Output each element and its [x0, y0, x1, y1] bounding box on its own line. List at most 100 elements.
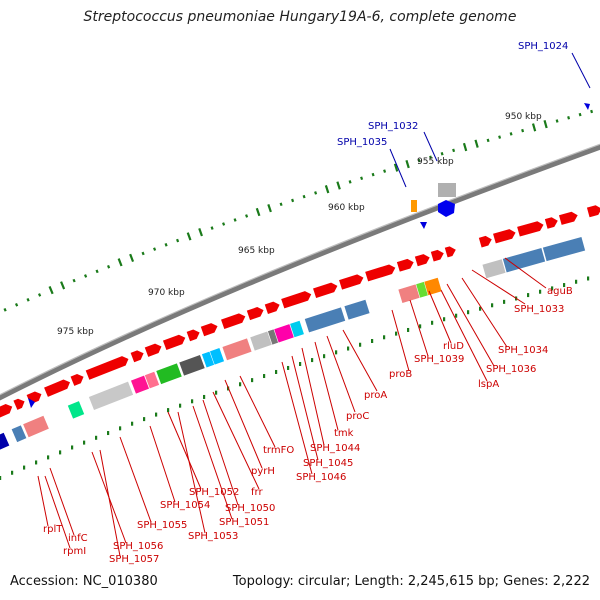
scale-tick	[578, 112, 582, 117]
topology-text: Topology: circular; Length: 2,245,615 bp…	[232, 574, 590, 589]
reverse-strand-features	[0, 183, 586, 451]
gene-label-SPH_1056: SPH_1056	[113, 541, 163, 552]
scale-tick	[336, 181, 341, 190]
gene-arrow-forward	[264, 301, 280, 314]
label-leader-lines	[37, 52, 591, 557]
gene-label-SPH_1032: SPH_1032	[368, 121, 418, 132]
inner-tick	[479, 306, 482, 311]
scale-tick	[279, 202, 283, 207]
scale-tick	[440, 152, 444, 156]
gene-label-proC: proC	[346, 411, 369, 422]
leader-line	[409, 299, 429, 357]
gene-label-aguB: aguB	[547, 286, 573, 297]
gene-box-reverse	[156, 363, 182, 385]
gene-box-reverse	[209, 348, 225, 365]
inner-tick	[263, 374, 266, 379]
feature-hexagon	[438, 200, 455, 217]
inner-tick	[395, 331, 398, 336]
gene-arrow-forward	[70, 374, 84, 386]
inner-tick	[335, 350, 338, 355]
inner-tick	[323, 354, 326, 359]
gene-box-reverse	[130, 375, 150, 394]
gene-label-SPH_1039: SPH_1039	[414, 354, 464, 365]
inner-tick	[143, 417, 146, 422]
scale-tick	[452, 148, 456, 153]
scale-tick	[543, 120, 548, 129]
gene-label-lspA: lspA	[478, 379, 499, 390]
inner-tick	[383, 335, 386, 340]
gene-arrow-forward	[339, 274, 364, 290]
inner-tick	[107, 431, 110, 436]
gene-arrow-forward	[414, 254, 430, 267]
inner-tick	[527, 293, 530, 298]
inner-tick	[539, 289, 542, 294]
scale-tick	[141, 251, 145, 256]
gene-box-reverse	[179, 354, 205, 376]
leader-line	[212, 391, 260, 490]
inner-tick	[551, 286, 554, 291]
scale-tick	[521, 128, 525, 133]
gene-label-SPH_1057: SPH_1057	[109, 554, 159, 565]
gene-label-SPH_1051: SPH_1051	[219, 517, 269, 528]
gene-arrow-forward	[85, 356, 129, 380]
gene-arrow-forward	[246, 307, 264, 321]
leader-line	[440, 289, 488, 382]
gene-arrow-forward	[544, 217, 558, 229]
gene-label-pyrH: pyrH	[251, 466, 275, 477]
scale-label-955: 955 kbp	[417, 157, 454, 167]
leader-line	[446, 283, 495, 367]
gene-arrow-forward	[44, 379, 71, 397]
inner-tick	[431, 320, 434, 325]
leader-line	[326, 335, 356, 413]
gene-label-rluD: rluD	[443, 341, 464, 352]
gene-box-reverse	[542, 236, 586, 262]
inner-tick	[155, 412, 158, 417]
gene-label-SPH_1053: SPH_1053	[188, 531, 238, 542]
gene-box-reverse	[144, 371, 160, 389]
scale-tick	[371, 172, 375, 177]
scale-tick	[210, 226, 214, 230]
leader-line	[342, 329, 378, 392]
scale-tick	[176, 238, 180, 243]
genome-backbone-highlight	[0, 143, 600, 396]
scale-tick	[37, 293, 42, 297]
inner-tick	[239, 382, 242, 387]
gene-label-SPH_1046: SPH_1046	[296, 472, 346, 483]
leader-line	[428, 290, 452, 344]
scale-tick	[324, 185, 330, 194]
scale-tick	[164, 243, 168, 247]
scale-tick	[3, 307, 7, 312]
inner-tick	[59, 450, 62, 455]
inner-tick	[83, 440, 86, 445]
inner-tick	[407, 327, 410, 332]
inner-tick	[467, 310, 470, 315]
scale-tick	[555, 119, 559, 123]
gene-label-proA: proA	[364, 390, 387, 401]
gene-label-tmk: tmk	[334, 428, 354, 439]
inner-tick	[71, 445, 74, 450]
leader-line	[301, 347, 325, 446]
inner-tick	[503, 299, 506, 304]
gene-box-reverse	[344, 299, 370, 320]
scale-labels: 950 kbp 955 kbp 960 kbp 965 kbp 970 kbp …	[57, 112, 542, 337]
inner-tick	[299, 362, 302, 366]
gene-arrow-forward	[144, 343, 162, 357]
leader-line	[391, 309, 410, 372]
scale-tick	[302, 194, 306, 199]
inner-tick	[131, 421, 134, 426]
inner-tick	[275, 369, 278, 374]
gene-box-reverse	[482, 259, 506, 279]
leader-line	[149, 425, 176, 503]
marker-triangle	[28, 398, 35, 408]
feature-small-orange	[411, 200, 417, 212]
scale-tick	[26, 298, 30, 302]
gene-box-reverse	[424, 277, 442, 296]
gene-label-infC: infC	[68, 533, 88, 544]
accession-text: Accession: NC_010380	[10, 574, 158, 589]
scale-label-960: 960 kbp	[328, 203, 365, 213]
inner-tick	[11, 470, 14, 475]
gene-label-SPH_1052: SPH_1052	[189, 487, 239, 498]
gene-label-SPH_1035: SPH_1035	[337, 137, 387, 148]
